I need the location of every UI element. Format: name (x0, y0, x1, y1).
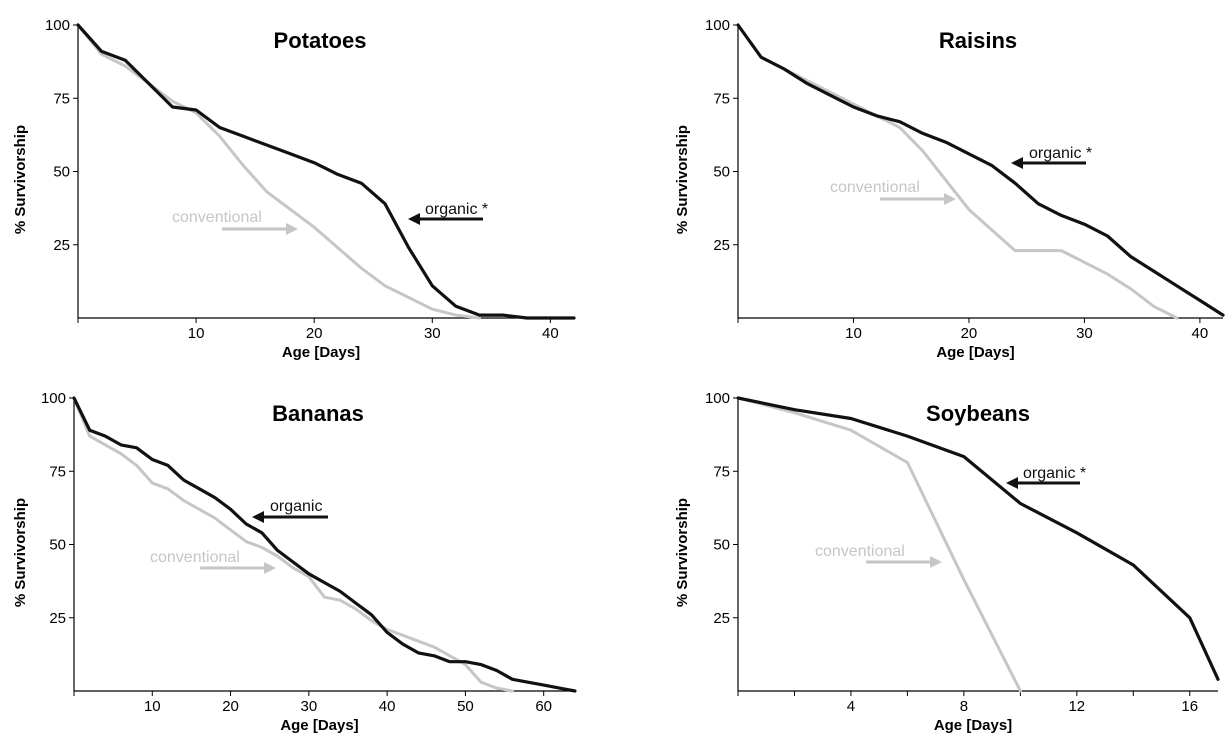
x-tick-label: 10 (845, 325, 862, 342)
y-tick-label: 100 (705, 17, 730, 34)
x-tick-label: 30 (424, 325, 441, 342)
y-tick-label: 50 (713, 537, 730, 554)
x-tick-label: 16 (1181, 698, 1198, 715)
chart-title: Soybeans (926, 401, 1030, 426)
arrow-head-icon (408, 213, 420, 225)
x-tick-label: 40 (1192, 325, 1209, 342)
y-axis-title: % Survivorship (674, 498, 691, 607)
conventional-annotation-label: conventional (815, 543, 905, 560)
chart-panel-raisins: 10 20 30 40 25 50 75 100 Raisins Age [Days] % Surv… (674, 17, 1225, 361)
x-tick-label: 8 (960, 698, 968, 715)
y-axis-title: % Survivorship (674, 125, 691, 234)
y-tick-label: 25 (713, 237, 730, 254)
arrow-head-icon (264, 562, 276, 574)
x-axis-title: Age [Days] (280, 717, 358, 734)
arrow-head-icon (930, 556, 942, 568)
y-tick-label: 25 (713, 610, 730, 627)
x-axis-title: Age [Days] (282, 344, 360, 361)
conventional-annotation-label: conventional (830, 179, 920, 196)
y-tick-label: 100 (45, 17, 70, 34)
series-line-organic (736, 23, 1225, 317)
y-tick-label: 75 (49, 463, 66, 480)
arrow-head-icon (1006, 477, 1018, 489)
x-tick-label: 30 (1076, 325, 1093, 342)
x-tick-label: 20 (306, 325, 323, 342)
x-tick-label: 30 (301, 698, 318, 715)
arrow-head-icon (1011, 157, 1023, 169)
x-tick-label: 50 (457, 698, 474, 715)
series-line-conventional (736, 23, 1179, 320)
y-tick-label: 75 (713, 463, 730, 480)
chart-title: Potatoes (274, 28, 367, 53)
conventional-annotation-label: conventional (150, 549, 240, 566)
y-tick-label: 50 (713, 164, 730, 181)
conventional-annotation-label: conventional (172, 209, 262, 226)
organic-annotation-label: organic * (1023, 465, 1086, 482)
organic-annotation-label: organic * (425, 201, 488, 218)
y-tick-label: 50 (53, 164, 70, 181)
y-tick-label: 25 (53, 237, 70, 254)
y-tick-label: 50 (49, 537, 66, 554)
series-line-conventional (72, 396, 514, 693)
series-line-conventional (736, 396, 1022, 693)
x-tick-label: 12 (1068, 698, 1085, 715)
arrow-head-icon (286, 223, 298, 235)
x-tick-label: 40 (542, 325, 559, 342)
y-axis-title: % Survivorship (12, 125, 29, 234)
series-line-organic (736, 396, 1220, 681)
chart-panel-potatoes: 10 20 30 40 25 50 75 100 Potatoes Age [Days] % Sur… (12, 17, 576, 361)
arrow-head-icon (944, 193, 956, 205)
x-tick-label: 60 (535, 698, 552, 715)
y-tick-label: 75 (713, 90, 730, 107)
x-tick-label: 20 (222, 698, 239, 715)
series-line-conventional (76, 23, 481, 320)
x-tick-label: 40 (379, 698, 396, 715)
chart-panel-bananas: 10 20 30 40 50 60 25 50 75 100 Bananas Age [Days] % … (12, 390, 577, 734)
x-tick-label: 10 (188, 325, 205, 342)
y-tick-label: 75 (53, 90, 70, 107)
x-tick-label: 4 (847, 698, 855, 715)
chart-title: Bananas (272, 401, 364, 426)
organic-annotation-label: organic (270, 498, 322, 515)
chart-panel-soybeans: 4 8 12 16 25 50 75 100 Soybeans Age [Days] % Survi… (674, 390, 1220, 734)
arrow-head-icon (252, 511, 264, 523)
series-line-organic (76, 23, 576, 320)
y-tick-label: 100 (705, 390, 730, 407)
x-tick-label: 10 (144, 698, 161, 715)
series-line-organic (72, 396, 577, 693)
organic-annotation-label: organic * (1029, 145, 1092, 162)
chart-title: Raisins (939, 28, 1017, 53)
x-axis-title: Age [Days] (936, 344, 1014, 361)
y-axis-title: % Survivorship (12, 498, 29, 607)
y-tick-label: 100 (41, 390, 66, 407)
x-axis-title: Age [Days] (934, 717, 1012, 734)
y-tick-label: 25 (49, 610, 66, 627)
x-tick-label: 20 (961, 325, 978, 342)
